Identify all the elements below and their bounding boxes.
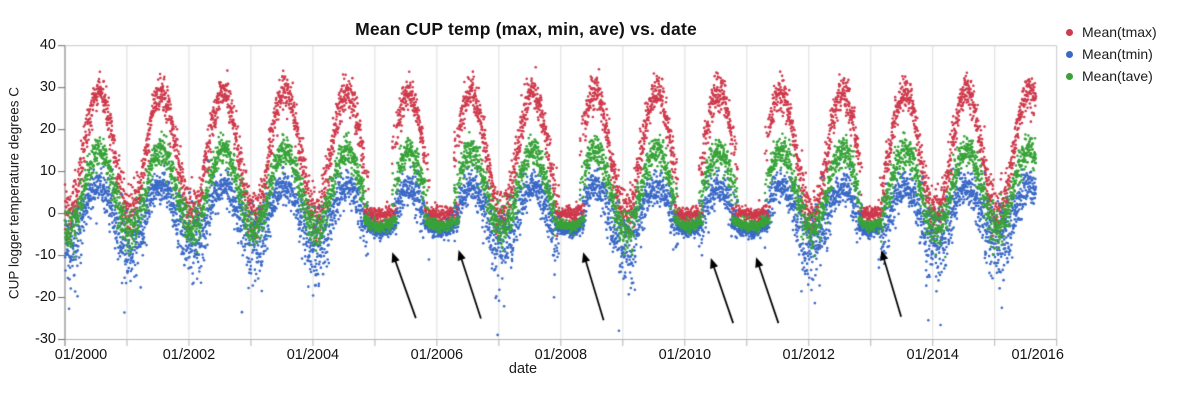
legend: Mean(tmax) Mean(tmin) Mean(tave) [1066,21,1157,87]
legend-marker-tmin-icon [1066,50,1073,58]
legend-item-tave[interactable]: Mean(tave) [1066,65,1157,87]
legend-item-tmin[interactable]: Mean(tmin) [1066,43,1157,65]
legend-label-tave: Mean(tave) [1082,68,1153,84]
legend-item-tmax[interactable]: Mean(tmax) [1066,21,1157,43]
legend-marker-tave-icon [1066,72,1073,80]
legend-label-tmin: Mean(tmin) [1082,46,1153,62]
legend-marker-tmax-icon [1066,28,1073,36]
legend-label-tmax: Mean(tmax) [1082,24,1157,40]
